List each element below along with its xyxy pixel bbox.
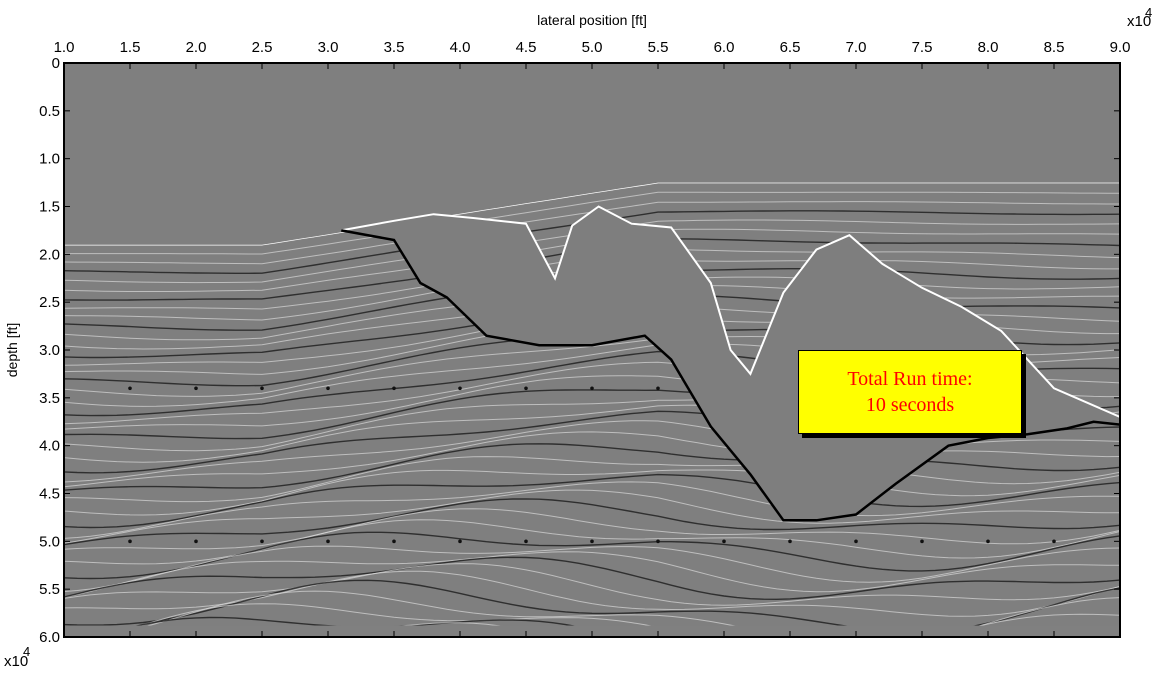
x-multiplier-base: x10 xyxy=(1127,13,1151,30)
point-marker xyxy=(194,386,198,391)
point-marker xyxy=(392,539,396,544)
sediment-reflector xyxy=(64,473,1120,529)
point-marker xyxy=(788,539,792,544)
x-tick-label: 2.5 xyxy=(252,39,273,56)
x-axis: 1.0 1.5 2.0 2.5 3.0 3.5 4.0 4.5 5.0 5.5 6.0 6.5 7.0 7… xyxy=(54,39,1131,637)
y-axis-label: depth [ft] xyxy=(4,323,20,377)
x-tick-label: 3.0 xyxy=(318,39,339,56)
point-marker xyxy=(524,386,528,391)
point-marker xyxy=(326,539,330,544)
salt-base-reflector xyxy=(340,229,1120,522)
y-tick-label: 1.0 xyxy=(39,151,60,168)
y-tick-label: 5.5 xyxy=(39,581,60,598)
point-marker xyxy=(590,539,594,544)
x-multiplier-exponent: 4 xyxy=(1145,5,1152,20)
y-multiplier: x10 4 xyxy=(4,644,30,670)
sediment-reflector xyxy=(64,481,1120,539)
sediment-reflector xyxy=(64,556,1120,601)
point-marker xyxy=(458,539,462,544)
y-tick-label: 3.0 xyxy=(39,342,60,359)
sediment-reflector xyxy=(64,489,1120,544)
y-tick-label: 3.5 xyxy=(39,390,60,407)
y-multiplier-base: x10 xyxy=(4,653,28,670)
run-time-annotation: Total Run time: 10 seconds xyxy=(798,350,1022,434)
x-tick-label: 7.5 xyxy=(912,39,933,56)
point-marker xyxy=(986,539,990,544)
point-marker xyxy=(458,386,462,391)
point-marker xyxy=(722,539,726,544)
sediment-reflector xyxy=(64,443,1120,491)
y-tick-label: 1.5 xyxy=(39,199,60,216)
y-tick-label: 2.5 xyxy=(39,294,60,311)
point-marker xyxy=(656,386,660,391)
salt-top-reflector xyxy=(341,205,1120,418)
y-tick-label: 4.0 xyxy=(39,438,60,455)
annotation-line-2: 10 seconds xyxy=(865,394,955,416)
point-marker xyxy=(194,539,198,544)
sediment-reflector xyxy=(64,191,1120,255)
x-tick-label: 6.0 xyxy=(714,39,735,56)
y-tick-label: 0 xyxy=(52,55,60,72)
point-marker xyxy=(128,539,132,544)
point-marker xyxy=(260,539,264,544)
salt-body xyxy=(341,206,1120,521)
point-marker xyxy=(392,386,396,391)
sediment-reflector xyxy=(64,469,1120,516)
y-tick-label: 6.0 xyxy=(39,629,60,646)
point-marker xyxy=(590,386,594,391)
x-tick-label: 4.5 xyxy=(516,39,537,56)
x-axis-label: lateral position [ft] xyxy=(537,12,647,28)
x-tick-label: 8.0 xyxy=(978,39,999,56)
y-multiplier-exponent: 4 xyxy=(23,644,30,659)
point-marker xyxy=(920,539,924,544)
y-tick-label: 4.5 xyxy=(39,486,60,503)
sediment-reflector xyxy=(64,456,1120,503)
point-marker xyxy=(656,539,660,544)
point-marker xyxy=(854,539,858,544)
x-tick-label: 8.5 xyxy=(1044,39,1065,56)
point-markers xyxy=(128,386,1056,544)
point-marker xyxy=(326,386,330,391)
water-column xyxy=(64,63,1120,245)
x-tick-label: 1.0 xyxy=(54,39,75,56)
sediment-reflector xyxy=(64,545,1120,593)
sediment-reflector xyxy=(64,563,1120,606)
annotation-line-1: Total Run time: xyxy=(847,368,973,390)
x-tick-label: 5.0 xyxy=(582,39,603,56)
sediment-reflector xyxy=(64,508,1120,550)
x-tick-label: 1.5 xyxy=(120,39,141,56)
point-marker xyxy=(1052,539,1056,544)
point-marker xyxy=(128,386,132,391)
sediment-reflector xyxy=(64,498,1120,546)
x-tick-label: 4.0 xyxy=(450,39,471,56)
x-tick-label: 2.0 xyxy=(186,39,207,56)
y-tick-label: 5.0 xyxy=(39,533,60,550)
sediment-reflector xyxy=(64,431,1120,488)
y-tick-label: 0.5 xyxy=(39,103,60,120)
x-tick-label: 5.5 xyxy=(648,39,669,56)
y-tick-label: 2.0 xyxy=(39,246,60,263)
x-tick-label: 9.0 xyxy=(1110,39,1131,56)
x-multiplier: x10 4 xyxy=(1127,5,1152,30)
sediment-reflector xyxy=(64,551,1120,598)
x-tick-label: 6.5 xyxy=(780,39,801,56)
x-tick-label: 7.0 xyxy=(846,39,867,56)
x-tick-label: 3.5 xyxy=(384,39,405,56)
y-axis: 0 0.5 1.0 1.5 2.0 2.5 3.0 3.5 4.0 4.5 5.0 5.5 6.0 xyxy=(39,55,1120,646)
point-marker xyxy=(260,386,264,391)
point-marker xyxy=(524,539,528,544)
